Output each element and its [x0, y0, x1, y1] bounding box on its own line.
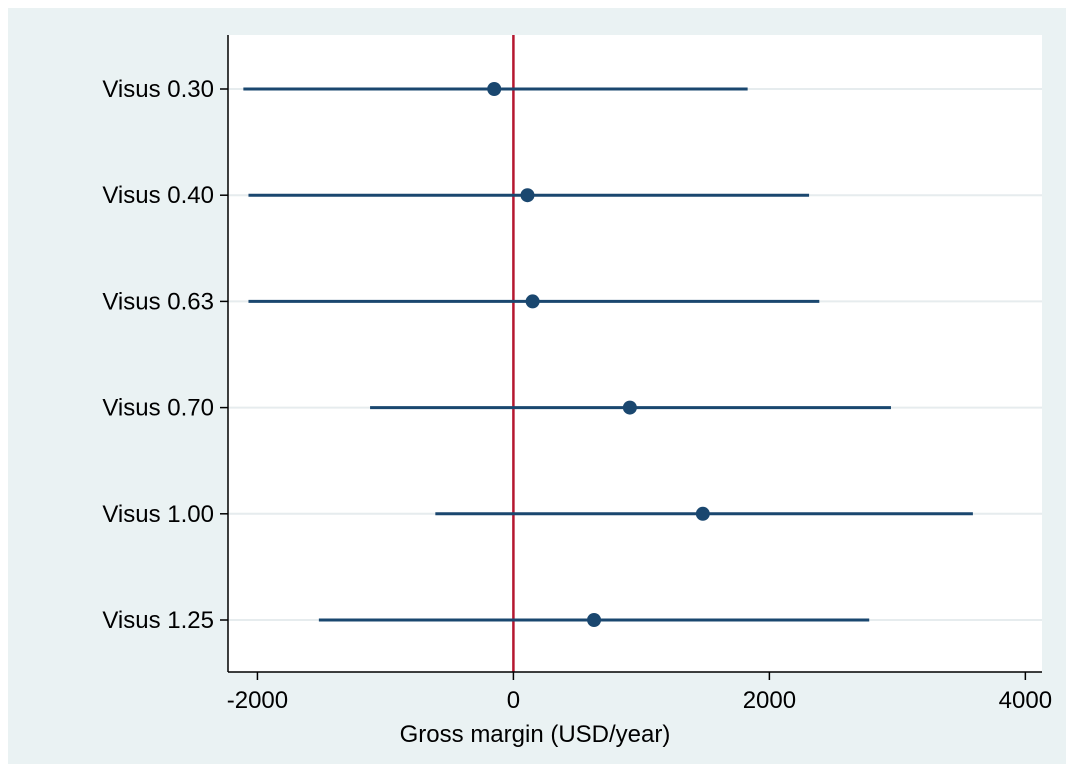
point-estimate-5 — [587, 613, 602, 627]
y-tick-label-4: Visus 1.00 — [102, 501, 214, 528]
y-tick-label-1: Visus 0.40 — [102, 182, 214, 209]
point-estimate-1 — [520, 188, 535, 203]
y-tick-label-5: Visus 1.25 — [102, 607, 214, 634]
y-tick-label-2: Visus 0.63 — [102, 288, 214, 315]
point-estimate-4 — [695, 506, 710, 521]
x-tick-labels: -2000 0 2000 4000 — [227, 687, 1052, 714]
x-tick-label-3: 4000 — [999, 687, 1052, 714]
plot-area — [228, 35, 1042, 672]
point-estimates — [487, 82, 710, 627]
point-estimate-2 — [525, 294, 540, 309]
point-estimate-3 — [622, 400, 637, 415]
point-estimate-0 — [487, 82, 502, 96]
x-tick-label-2: 2000 — [743, 687, 796, 714]
axes — [220, 35, 1042, 680]
x-tick-label-1: 0 — [507, 687, 520, 714]
x-axis-title: Gross margin (USD/year) — [400, 721, 671, 748]
x-tick-label-0: -2000 — [227, 687, 288, 714]
y-tick-label-0: Visus 0.30 — [102, 76, 214, 103]
y-tick-labels: Visus 0.30 Visus 0.40 Visus 0.63 Visus 0.70… — [102, 76, 214, 634]
y-tick-label-3: Visus 0.70 — [102, 395, 214, 422]
